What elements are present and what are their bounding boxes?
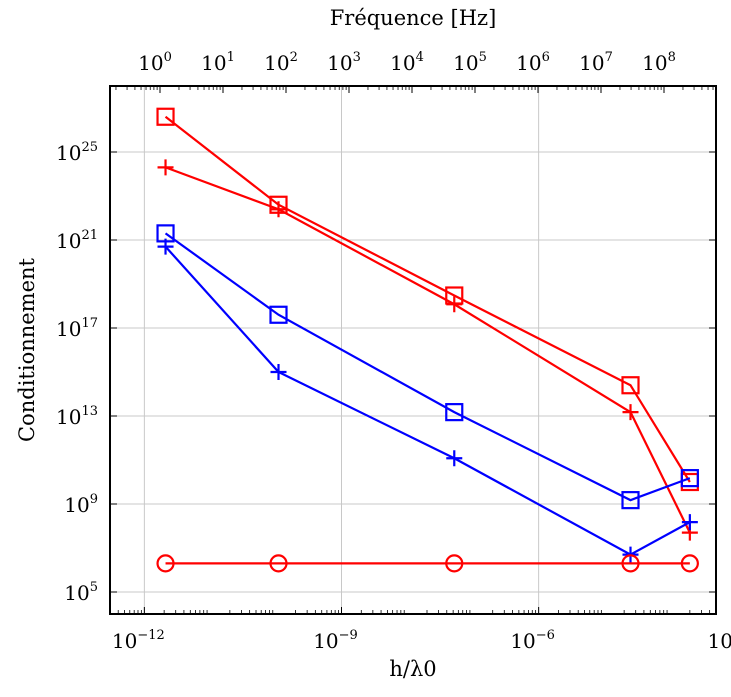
square-marker [445,403,464,422]
top-tick-label: 107 [579,50,613,75]
square-marker [621,491,640,510]
plus-marker [270,364,287,380]
x-tick-label: 10−12 [112,628,165,653]
series-layer [156,107,699,573]
square-marker [156,107,175,126]
series-4 [156,554,699,573]
x-tick-label: 10−9 [313,628,358,653]
circle-marker [680,554,699,573]
square-marker [621,376,640,395]
grid [110,86,716,614]
top-tick-label: 102 [264,50,298,75]
series-3 [157,238,698,563]
series-1 [157,159,698,541]
y-tick-label: 109 [64,492,98,517]
plus-marker [270,201,287,218]
plus-marker [157,159,174,176]
plot-frame [109,85,717,615]
plus-marker [446,450,463,467]
x-axis-title: h/λ0 [389,657,436,681]
series-line [164,232,691,502]
circle-marker [269,554,288,573]
series-line [165,166,691,534]
top-tick-label: 101 [201,50,235,75]
circle-marker [156,554,175,573]
series-2 [156,224,699,510]
top-tick-label: 103 [327,50,361,75]
square-marker [680,469,699,488]
series-0 [156,107,699,492]
y-tick-label: 1017 [56,316,98,341]
circle-marker [445,554,464,573]
top-tick-label: 108 [642,50,676,75]
top-tick-label: 106 [516,50,550,75]
circle-marker [621,554,640,573]
top-tick-label: 105 [453,50,487,75]
plus-marker [446,296,463,313]
top-tick-label: 100 [138,50,172,75]
tick-labels: 10−12 10−9 10−6 10−3 105 109 1013 1017 1021 1025 1… [56,50,731,653]
x-tick-label: 10−3 [707,628,731,653]
top-axis-title: Fréquence [Hz] [330,6,497,30]
y-axis-title: Conditionnement [15,257,39,442]
x-tick-label: 10−6 [510,628,555,653]
plus-marker [681,514,698,531]
plus-marker [622,404,639,421]
ticks [109,86,716,614]
y-tick-label: 105 [64,580,98,605]
top-tick-label: 104 [390,50,424,75]
series-line [164,115,691,483]
y-tick-label: 1025 [56,140,98,165]
y-tick-label: 1021 [56,228,98,253]
y-tick-label: 1013 [56,404,98,429]
square-marker [269,305,288,324]
plus-marker [157,238,174,255]
